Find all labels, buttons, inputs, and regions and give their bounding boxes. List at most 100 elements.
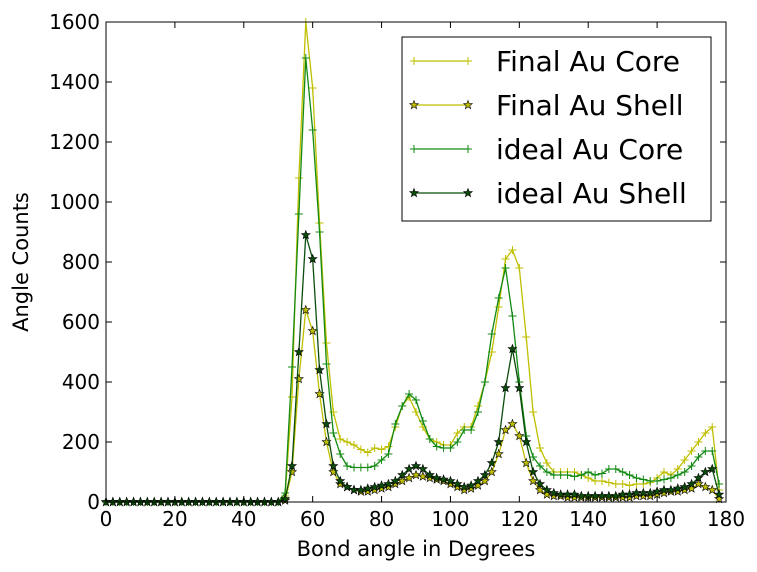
data-point [708, 423, 717, 431]
data-point [694, 438, 703, 446]
data-point [700, 481, 711, 492]
data-point [307, 253, 318, 264]
data-point [301, 54, 310, 62]
data-point [700, 466, 711, 477]
x-axis-label: Bond angle in Degrees [297, 537, 536, 561]
data-point [672, 486, 683, 496]
data-point [610, 490, 621, 501]
data-point [521, 457, 532, 468]
data-point [410, 460, 422, 471]
data-point [500, 424, 511, 435]
data-point [343, 438, 352, 446]
data-point [363, 448, 372, 457]
data-point [300, 229, 311, 240]
data-point [286, 466, 298, 477]
data-point [679, 481, 690, 492]
data-point [466, 483, 477, 493]
data-point [693, 472, 704, 483]
data-point [701, 447, 710, 455]
data-point [534, 478, 546, 489]
legend-box [401, 36, 712, 222]
data-point [632, 474, 641, 482]
legend-marker [410, 145, 418, 153]
data-point [417, 471, 428, 481]
legend-item: ideal Au Core [410, 133, 683, 166]
data-point [412, 396, 420, 404]
data-point [321, 418, 332, 429]
data-point [708, 447, 717, 455]
x-tick-label: 80 [369, 507, 394, 531]
data-point [577, 471, 586, 479]
data-point [404, 472, 415, 483]
data-point [646, 477, 655, 485]
data-point [541, 489, 552, 499]
data-point [369, 481, 380, 492]
data-point [679, 484, 690, 495]
legend-label: Final Au Core [496, 45, 680, 78]
data-point [529, 453, 538, 461]
data-point [570, 472, 579, 481]
y-tick-label: 1200 [49, 130, 100, 154]
data-point [293, 346, 304, 357]
data-point [398, 402, 407, 410]
data-point [556, 471, 565, 479]
x-tick-label: 160 [638, 507, 676, 531]
data-point [314, 364, 325, 375]
y-tick-label: 400 [62, 370, 100, 394]
data-point [522, 333, 531, 341]
data-point [591, 471, 600, 479]
data-point [507, 343, 518, 354]
data-point [308, 84, 317, 92]
data-point [687, 447, 696, 455]
data-point [494, 294, 503, 302]
data-point [584, 468, 593, 476]
data-point [328, 466, 339, 477]
data-point [548, 487, 559, 498]
data-point [383, 481, 394, 492]
data-point [486, 457, 497, 468]
data-point [598, 477, 606, 485]
data-point [529, 408, 538, 416]
y-tick-label: 800 [62, 250, 100, 274]
data-point [673, 471, 682, 479]
data-point [624, 489, 635, 499]
data-point [645, 490, 656, 501]
data-point [343, 462, 352, 470]
data-point [397, 469, 408, 480]
data-point [515, 264, 524, 272]
data-point [369, 484, 380, 495]
data-point [342, 481, 353, 492]
x-tick-label: 0 [100, 507, 113, 531]
data-point [384, 450, 393, 458]
data-point [350, 441, 358, 449]
data-point [521, 436, 532, 447]
data-point [639, 475, 648, 484]
data-point [410, 469, 422, 480]
data-point [294, 210, 303, 218]
data-point [286, 460, 298, 471]
data-point [425, 435, 434, 443]
legend-item: ideal Au Shell [408, 177, 687, 210]
data-point [541, 484, 552, 495]
data-point [536, 462, 544, 470]
x-tick-label: 20 [162, 507, 187, 531]
data-point [308, 126, 317, 134]
data-point [500, 382, 511, 393]
data-point [686, 478, 697, 489]
data-point [479, 469, 490, 480]
data-point [653, 477, 662, 485]
x-tick-label: 40 [231, 507, 256, 531]
data-point [322, 339, 331, 347]
data-point [350, 463, 358, 472]
data-point [418, 417, 427, 425]
data-point [452, 478, 463, 489]
data-point [501, 264, 510, 272]
data-point [486, 466, 497, 477]
legend-label: Final Au Shell [496, 89, 684, 122]
series-layer [100, 18, 725, 507]
data-point [625, 471, 634, 479]
legend-marker [410, 57, 418, 65]
data-point [355, 484, 366, 495]
legend-label: ideal Au Core [496, 133, 683, 166]
ticks-layer: 0 20 40 60 80 100 120 140 160 180 0 200 400 600 800 100… [49, 10, 745, 531]
